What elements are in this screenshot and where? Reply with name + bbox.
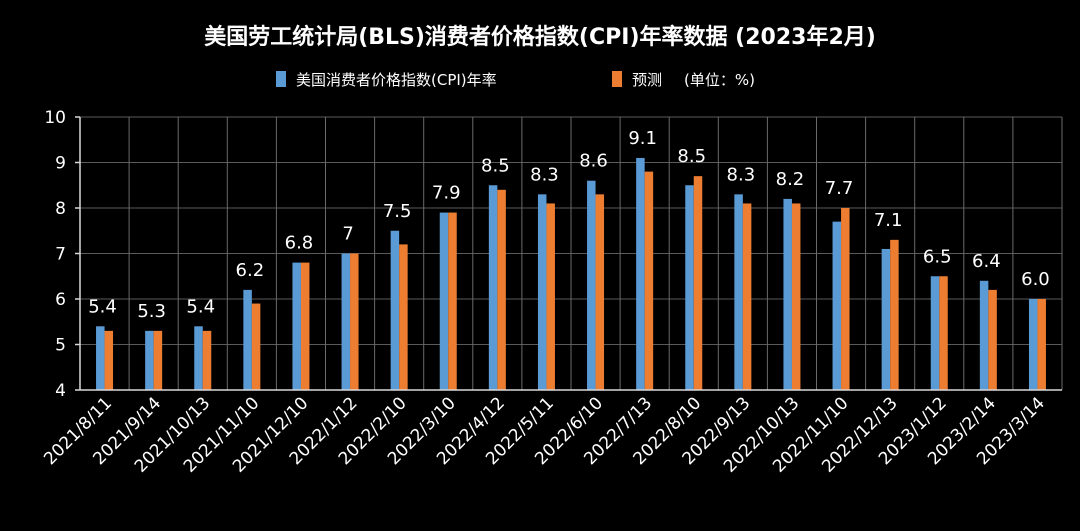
bar-cpi (1028, 299, 1038, 390)
data-label-cpi: 8.3 (727, 164, 756, 185)
bar-cpi (292, 262, 301, 390)
data-label-cpi: 7.1 (874, 210, 903, 231)
bar-forecast (791, 203, 801, 390)
bar-cpi (194, 326, 203, 390)
bar-cpi (930, 276, 940, 390)
data-labels: 5.4 5.3 5.4 6.2 6.8 7 7.5 7.9 8.5 8.3 8.6 9.1 8.5 8.3… (88, 128, 1050, 322)
legend-unit: (单位：%) (684, 71, 755, 89)
bar-forecast (890, 239, 899, 390)
y-tick-label: 5 (55, 336, 66, 356)
y-tick-label: 8 (55, 199, 66, 219)
data-label-cpi: 8.5 (481, 155, 510, 176)
bar-forecast (742, 203, 752, 390)
data-label-cpi: 6.0 (1021, 269, 1050, 290)
bar-forecast (1037, 299, 1046, 390)
bar-cpi (488, 185, 498, 390)
data-label-cpi: 6.4 (972, 251, 1001, 272)
bar-forecast (497, 189, 506, 390)
bar-forecast (546, 203, 555, 390)
bar-forecast (153, 330, 163, 390)
bar-forecast (104, 330, 114, 390)
data-label-cpi: 7.9 (432, 183, 461, 204)
data-label-cpi: 9.1 (628, 128, 657, 149)
bar-forecast (693, 176, 703, 390)
legend: 美国消费者价格指数(CPI)年率 预测 (单位：%) (276, 71, 755, 89)
bar-cpi (685, 185, 694, 390)
bar-forecast (939, 276, 948, 390)
bar-cpi (979, 280, 989, 390)
data-label-cpi: 7 (342, 224, 353, 245)
bar-cpi (145, 330, 154, 390)
bar-forecast (399, 244, 408, 390)
data-label-cpi: 6.5 (923, 246, 952, 267)
bar-forecast (841, 208, 850, 390)
bar-cpi (587, 180, 596, 390)
data-label-cpi: 5.4 (186, 296, 215, 317)
data-label-cpi: 6.2 (236, 260, 265, 281)
bar-cpi (881, 248, 891, 390)
y-tick-label: 7 (55, 245, 66, 265)
bar-cpi (390, 230, 400, 390)
y-tick-label: 9 (55, 154, 66, 174)
legend-label-forecast: 预测 (632, 71, 662, 89)
bar-forecast (251, 303, 261, 390)
data-label-cpi: 8.3 (530, 164, 559, 185)
y-tick-label: 4 (55, 381, 66, 401)
bar-cpi (636, 157, 645, 390)
data-label-cpi: 7.5 (383, 201, 412, 222)
data-label-cpi: 5.3 (137, 301, 166, 322)
bar-forecast (644, 171, 654, 390)
chart-title: 美国劳工统计局(BLS)消费者价格指数(CPI)年率数据 (2023年2月) (204, 24, 876, 50)
data-label-cpi: 5.4 (88, 296, 117, 317)
y-tick-label: 10 (44, 108, 66, 128)
legend-swatch-forecast (612, 71, 622, 87)
bar-forecast (448, 212, 457, 390)
bar-forecast (300, 262, 310, 390)
bar-cpi (537, 194, 547, 390)
data-label-cpi: 8.6 (579, 151, 608, 172)
bar-cpi (341, 253, 351, 390)
bar-forecast (988, 289, 997, 390)
bars (96, 157, 1046, 390)
data-label-cpi: 8.2 (776, 169, 805, 190)
bar-cpi (734, 194, 743, 390)
legend-label-cpi: 美国消费者价格指数(CPI)年率 (296, 71, 497, 89)
data-label-cpi: 6.8 (285, 233, 314, 254)
data-label-cpi: 8.5 (677, 146, 706, 167)
bar-forecast (595, 194, 605, 390)
bar-cpi (783, 198, 792, 390)
legend-swatch-cpi (276, 71, 286, 87)
bar-cpi (243, 289, 252, 390)
bar-cpi (832, 221, 842, 390)
bar-forecast (350, 253, 359, 390)
data-label-cpi: 7.7 (825, 178, 854, 199)
bar-cpi (96, 326, 105, 390)
bar-forecast (202, 330, 212, 390)
bar-cpi (439, 212, 449, 390)
grid (79, 116, 1063, 390)
y-tick-label: 6 (55, 290, 66, 310)
